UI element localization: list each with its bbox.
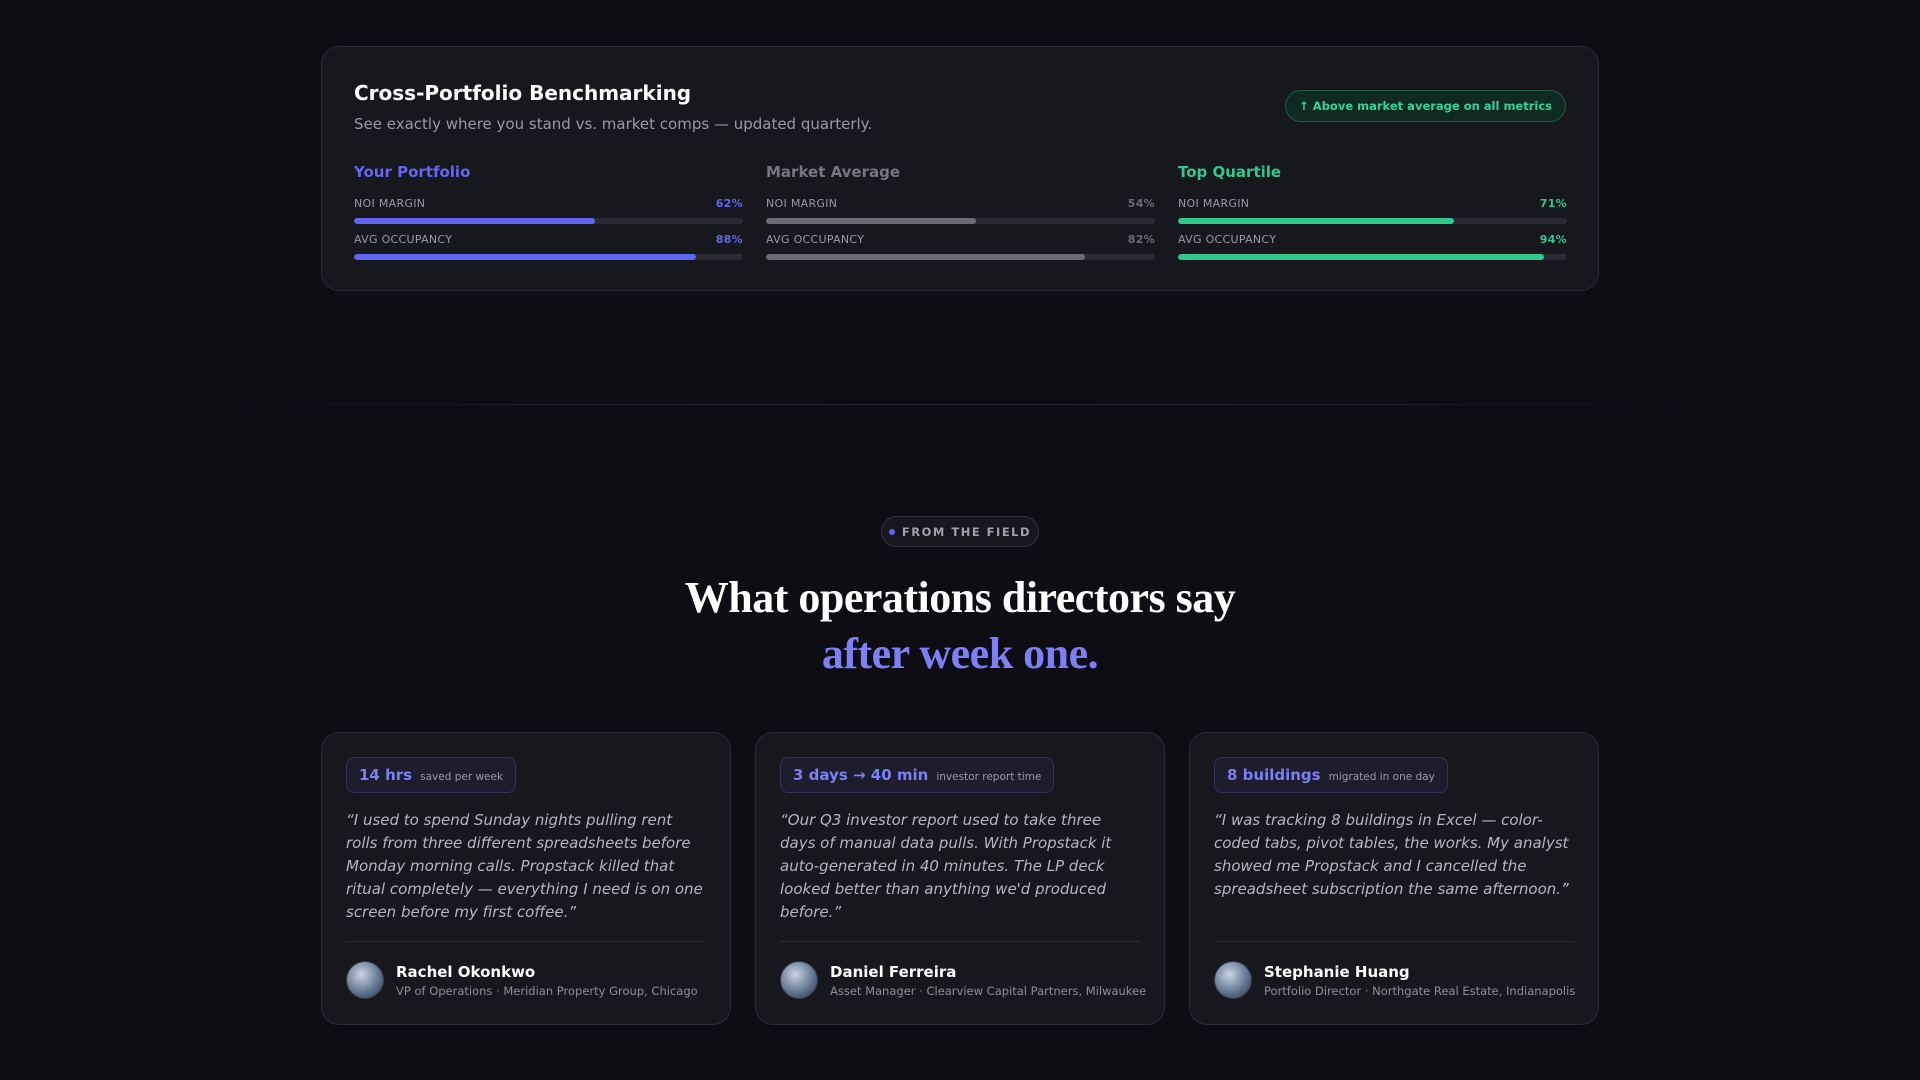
avatar xyxy=(780,961,818,999)
metric-value: 82% xyxy=(1127,233,1155,246)
metric-label: AVG OCCUPANCY xyxy=(766,233,865,246)
stat-label: saved per week xyxy=(420,771,504,783)
author-role: Asset Manager · Clearview Capital Partne… xyxy=(830,983,1147,998)
stat-label: migrated in one day xyxy=(1328,771,1435,783)
metric-label: NOI MARGIN xyxy=(354,197,426,210)
column-name: Top Quartile xyxy=(1178,163,1282,181)
quote: “I used to spend Sunday nights pulling r… xyxy=(346,811,703,921)
benchmark-columns: Your Portfolio NOI MARGIN 62% AVG OCCUPANCY… xyxy=(354,163,1568,269)
author-name: Stephanie Huang xyxy=(1264,962,1410,981)
stat-pill: 8 buildings migrated in one day xyxy=(1214,757,1448,793)
bar-track xyxy=(766,218,1155,224)
stat-value: 14 hrs xyxy=(359,766,413,784)
metric-value: 62% xyxy=(715,197,743,210)
bar xyxy=(766,218,977,224)
metric-value: 94% xyxy=(1539,233,1567,246)
author: Stephanie Huang Portfolio Director · Nort… xyxy=(1214,961,1575,999)
stat-value: 3 days → 40 min xyxy=(793,766,929,784)
author: Daniel Ferreira Asset Manager · Clearview… xyxy=(780,961,1146,999)
column-name: Market Average xyxy=(766,163,901,181)
stat-pill: 14 hrs saved per week xyxy=(346,757,517,793)
metric-row: AVG OCCUPANCY 88% xyxy=(354,233,743,246)
bar xyxy=(766,254,1085,260)
author-info: Rachel Okonkwo VP of Operations · Meridia… xyxy=(396,963,698,998)
testimonial-card: 3 days → 40 min investor report time “Our … xyxy=(755,732,1165,1025)
metric-row: NOI MARGIN 54% xyxy=(766,197,1155,210)
metric-label: NOI MARGIN xyxy=(1178,197,1250,210)
avatar xyxy=(346,961,384,999)
bar xyxy=(354,254,697,260)
quote: “Our Q3 investor report used to take thr… xyxy=(780,811,1112,921)
avatar xyxy=(1214,961,1252,999)
bar xyxy=(1178,218,1455,224)
card-subtitle: See exactly where you stand vs. market c… xyxy=(354,115,873,133)
metric-row: NOI MARGIN 62% xyxy=(354,197,743,210)
heading: What operations directors say xyxy=(684,573,1236,622)
divider xyxy=(160,404,1760,405)
separator xyxy=(1214,941,1574,942)
metric-label: NOI MARGIN xyxy=(766,197,838,210)
author-name: Daniel Ferreira xyxy=(830,962,957,981)
author-info: Stephanie Huang Portfolio Director · Nort… xyxy=(1264,963,1575,998)
testimonial-card: 8 buildings migrated in one day “I was tra… xyxy=(1189,732,1599,1025)
dot xyxy=(888,528,895,535)
quote: “I was tracking 8 buildings in Excel — c… xyxy=(1214,811,1569,898)
author-role: Portfolio Director · Northgate Real Esta… xyxy=(1264,983,1576,998)
eyebrow-pill: FROM THE FIELD xyxy=(881,516,1039,547)
status-badge: ↑ Above market average on all metrics xyxy=(1285,90,1566,122)
stat-pill: 3 days → 40 min investor report time xyxy=(780,757,1055,793)
metric-value: 54% xyxy=(1127,197,1155,210)
metric-row: NOI MARGIN 71% xyxy=(1178,197,1567,210)
author: Rachel Okonkwo VP of Operations · Meridia… xyxy=(346,961,698,999)
stat-label: investor report time xyxy=(936,771,1042,783)
metric-label: AVG OCCUPANCY xyxy=(1178,233,1277,246)
metric-label: AVG OCCUPANCY xyxy=(354,233,453,246)
bar-track xyxy=(354,218,743,224)
testimonial-card: 14 hrs saved per week “I used to spend Sun… xyxy=(321,732,731,1025)
metric-value: 88% xyxy=(715,233,743,246)
separator xyxy=(346,941,706,942)
benchmark-column: Top Quartile NOI MARGIN 71% AVG OCCUPANCY 94… xyxy=(1178,163,1567,269)
author-info: Daniel Ferreira Asset Manager · Clearview… xyxy=(830,963,1146,998)
author-role: VP of Operations · Meridian Property Gro… xyxy=(396,983,698,998)
bar xyxy=(1178,254,1544,260)
heading-accent: after week one. xyxy=(821,629,1099,678)
benchmark-column: Market Average NOI MARGIN 54% AVG OCCUPANCY… xyxy=(766,163,1155,269)
separator xyxy=(780,941,1140,942)
metric-row: AVG OCCUPANCY 82% xyxy=(766,233,1155,246)
bar xyxy=(354,218,596,224)
bar-track xyxy=(354,254,743,260)
eyebrow: FROM THE FIELD xyxy=(901,524,1032,539)
bar-track xyxy=(766,254,1155,260)
metric-row: AVG OCCUPANCY 94% xyxy=(1178,233,1567,246)
card-title: Cross-Portfolio Benchmarking xyxy=(354,81,692,105)
stat-value: 8 buildings xyxy=(1227,766,1321,784)
metric-value: 71% xyxy=(1539,197,1567,210)
benchmark-card: Cross-Portfolio Benchmarking See exactly… xyxy=(321,46,1599,291)
column-name: Your Portfolio xyxy=(354,163,471,181)
bar-track xyxy=(1178,254,1567,260)
benchmark-column: Your Portfolio NOI MARGIN 62% AVG OCCUPANCY… xyxy=(354,163,743,269)
author-name: Rachel Okonkwo xyxy=(396,962,536,981)
bar-track xyxy=(1178,218,1567,224)
